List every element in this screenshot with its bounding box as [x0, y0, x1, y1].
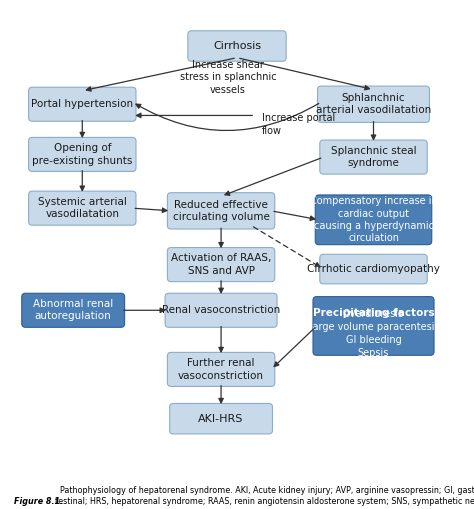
Text: Pathophysiology of hepatorenal syndrome. AKI, Acute kidney injury; AVP, arginine: Pathophysiology of hepatorenal syndrome.… — [55, 486, 474, 506]
FancyBboxPatch shape — [28, 191, 136, 225]
FancyBboxPatch shape — [28, 87, 136, 121]
Text: Cirrhosis: Cirrhosis — [213, 41, 261, 51]
Text: Further renal
vasoconstriction: Further renal vasoconstriction — [178, 358, 264, 381]
Text: Figure 8.1.: Figure 8.1. — [14, 497, 64, 506]
Text: Precipitating factors: Precipitating factors — [313, 308, 434, 318]
Text: Splanchnic steal
syndrome: Splanchnic steal syndrome — [331, 146, 416, 168]
FancyBboxPatch shape — [28, 137, 136, 172]
FancyBboxPatch shape — [167, 193, 275, 229]
FancyBboxPatch shape — [167, 352, 275, 386]
Text: Sphlanchnic
arterial vasodilatation: Sphlanchnic arterial vasodilatation — [316, 93, 431, 116]
FancyBboxPatch shape — [188, 31, 286, 61]
Text: Overdiuresis
Large volume paracentesis
GI bleeding
Sepsis: Overdiuresis Large volume paracentesis G… — [307, 309, 440, 358]
FancyBboxPatch shape — [320, 140, 427, 174]
Text: Increase shear
stress in splanchnic
vessels: Increase shear stress in splanchnic vess… — [180, 60, 276, 95]
FancyBboxPatch shape — [315, 195, 432, 245]
FancyBboxPatch shape — [318, 86, 429, 122]
Text: Cirrhotic cardiomyopathy: Cirrhotic cardiomyopathy — [307, 264, 440, 274]
Text: Renal vasoconstriction: Renal vasoconstriction — [162, 305, 280, 315]
FancyBboxPatch shape — [313, 297, 434, 355]
FancyBboxPatch shape — [165, 293, 277, 327]
Text: Activation of RAAS,
SNS and AVP: Activation of RAAS, SNS and AVP — [171, 253, 271, 276]
Text: Increase portal
flow: Increase portal flow — [262, 113, 335, 135]
Text: Opening of
pre-existing shunts: Opening of pre-existing shunts — [32, 143, 132, 165]
Text: Portal hypertension: Portal hypertension — [31, 99, 133, 109]
FancyBboxPatch shape — [170, 404, 273, 434]
FancyBboxPatch shape — [167, 247, 275, 281]
Text: Compensatory increase in
cardiac output
causing a hyperdynamic
circulation: Compensatory increase in cardiac output … — [310, 196, 438, 243]
Text: Systemic arterial
vasodilatation: Systemic arterial vasodilatation — [38, 197, 127, 219]
FancyBboxPatch shape — [22, 293, 125, 327]
FancyBboxPatch shape — [320, 254, 427, 284]
Text: Abnormal renal
autoregulation: Abnormal renal autoregulation — [33, 299, 113, 322]
Text: Reduced effective
circulating volume: Reduced effective circulating volume — [173, 200, 270, 222]
Text: AKI-HRS: AKI-HRS — [199, 414, 244, 423]
